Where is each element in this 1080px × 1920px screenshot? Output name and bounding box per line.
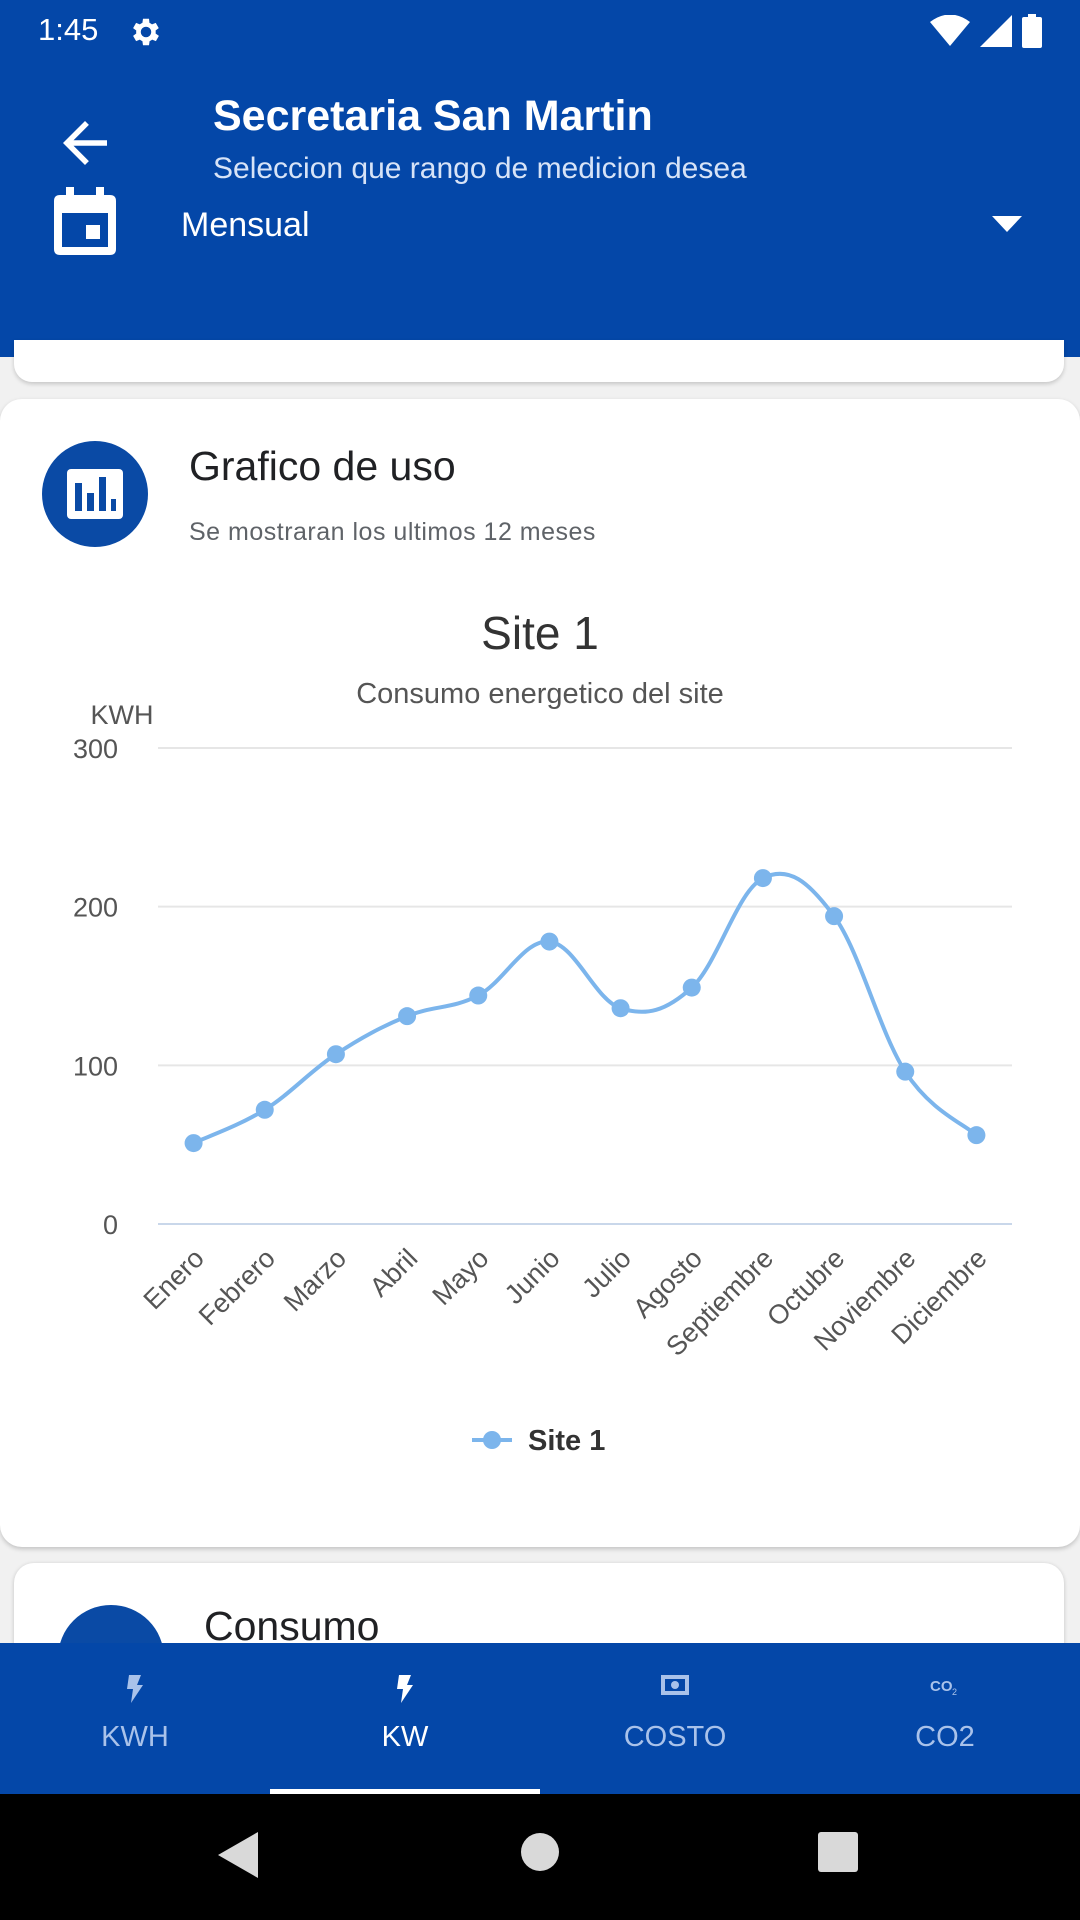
bar-chart-icon xyxy=(42,441,148,547)
data-point xyxy=(825,907,844,926)
money-icon xyxy=(540,1675,810,1705)
square-recents-icon xyxy=(818,1832,858,1872)
series-line xyxy=(192,871,978,1145)
tab-costo[interactable]: COSTO xyxy=(540,1643,810,1794)
legend-label: Site 1 xyxy=(528,1425,605,1457)
status-bar: 1:45 xyxy=(0,0,1080,62)
y-axis-label: KWH xyxy=(91,700,154,730)
range-selected-value[interactable]: Mensual xyxy=(181,206,310,244)
back-button[interactable] xyxy=(52,110,118,176)
triangle-back-icon xyxy=(218,1832,258,1878)
system-navigation-bar xyxy=(0,1794,1080,1920)
page-title: Secretaria San Martin xyxy=(213,92,653,140)
active-tab-indicator xyxy=(270,1789,540,1794)
tab-costo-label: COSTO xyxy=(623,1721,727,1753)
page-subtitle: Seleccion que rango de medicion desea xyxy=(213,152,747,185)
tab-kw[interactable]: KW xyxy=(270,1643,540,1794)
status-time: 1:45 xyxy=(38,12,99,47)
system-back-button[interactable] xyxy=(218,1832,258,1883)
tab-kw-label: KW xyxy=(381,1721,429,1753)
data-point xyxy=(682,978,701,997)
data-point xyxy=(896,1062,915,1081)
data-point xyxy=(469,986,488,1005)
x-tick-label: Junio xyxy=(499,1243,566,1310)
chevron-down-icon[interactable] xyxy=(992,216,1022,237)
y-tick-label: 200 xyxy=(73,893,118,923)
usage-line-chart: Site 1 Consumo energetico del site KWH 0… xyxy=(73,607,1012,1457)
x-tick-label: Febrero xyxy=(193,1243,281,1331)
circle-home-icon xyxy=(521,1833,559,1871)
bottom-navigation: KWH KW COSTO CO 2 CO2 xyxy=(0,1643,1080,1794)
legend-marker xyxy=(483,1431,501,1449)
legend: Site 1 xyxy=(472,1425,605,1457)
co2-icon: CO 2 xyxy=(810,1675,1080,1705)
gear-icon xyxy=(128,14,164,55)
tab-co2-label: CO2 xyxy=(915,1721,975,1753)
tab-kwh-label: KWH xyxy=(101,1721,169,1753)
x-tick-label: Marzo xyxy=(278,1243,352,1317)
signal-icon xyxy=(980,15,1012,52)
data-point xyxy=(326,1045,345,1064)
data-point xyxy=(540,932,559,951)
bolt-icon xyxy=(0,1675,270,1705)
arrow-back-icon xyxy=(63,121,107,165)
tab-kwh[interactable]: KWH xyxy=(0,1643,270,1794)
consumption-card-title: Consumo xyxy=(204,1603,380,1649)
data-point xyxy=(255,1100,274,1119)
data-point xyxy=(398,1007,417,1026)
y-tick-label: 100 xyxy=(73,1051,118,1081)
card-title: Grafico de uso xyxy=(189,443,456,489)
battery-icon xyxy=(1022,14,1042,53)
svg-text:CO: CO xyxy=(930,1678,953,1695)
card-subtitle: Se mostraran los ultimos 12 meses xyxy=(189,518,596,546)
system-recents-button[interactable] xyxy=(818,1832,858,1877)
chart-title: Site 1 xyxy=(481,607,599,659)
data-point xyxy=(611,999,630,1018)
y-tick-label: 0 xyxy=(103,1210,118,1240)
chart-subtitle: Consumo energetico del site xyxy=(356,678,724,710)
wifi-icon xyxy=(930,14,970,52)
data-point xyxy=(184,1134,203,1153)
x-tick-label: Mayo xyxy=(427,1243,495,1311)
previous-card xyxy=(14,340,1064,382)
tab-co2[interactable]: CO 2 CO2 xyxy=(810,1643,1080,1794)
data-point xyxy=(753,869,772,888)
data-point xyxy=(967,1126,986,1145)
x-tick-label: Julio xyxy=(576,1243,636,1303)
system-home-button[interactable] xyxy=(520,1832,560,1877)
app-bar: Secretaria San Martin Seleccion que rang… xyxy=(0,62,1080,357)
calendar-icon xyxy=(54,187,116,260)
usage-chart-card xyxy=(0,399,1080,1547)
y-tick-label: 300 xyxy=(73,734,118,764)
bolt-icon xyxy=(270,1675,540,1705)
x-tick-label: Abril xyxy=(364,1243,423,1302)
svg-text:2: 2 xyxy=(952,1687,957,1697)
